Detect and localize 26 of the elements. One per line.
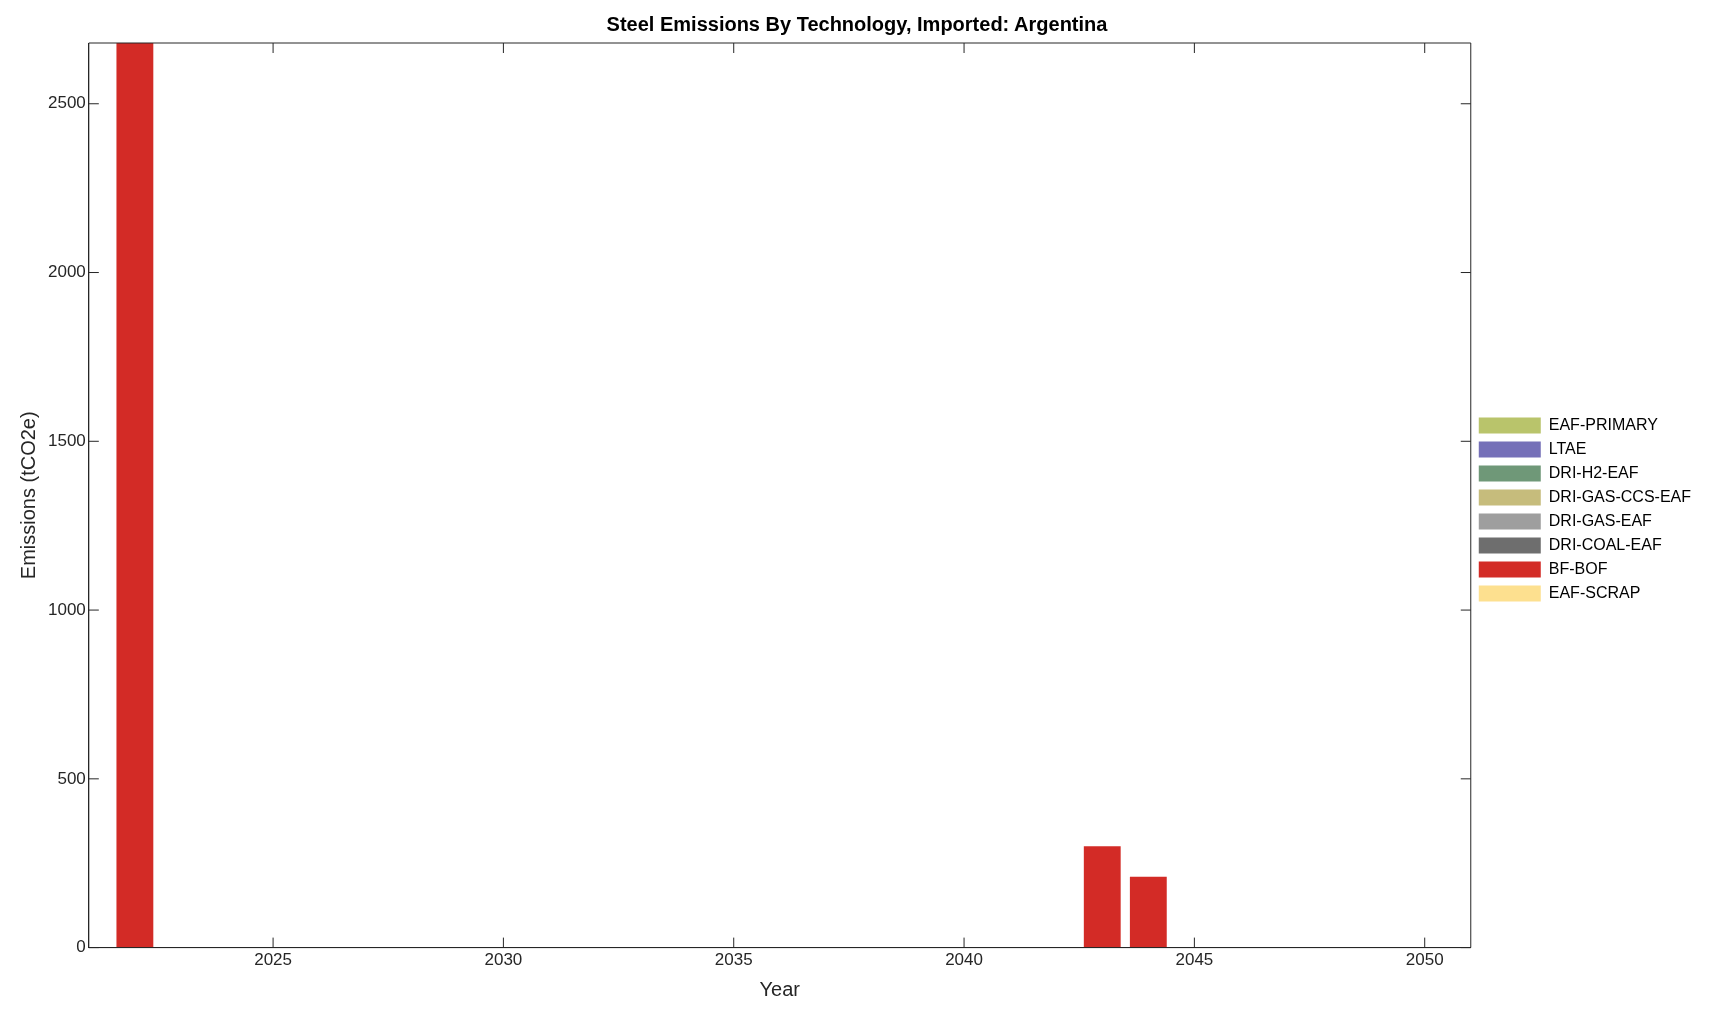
legend-label: DRI-GAS-CCS-EAF [1548,487,1692,505]
y-tick-label: 2500 [47,93,86,113]
bar [1129,876,1167,948]
x-axis-title: Year [759,977,801,1000]
y-tick-label: 1000 [47,599,86,619]
legend-label: LTAE [1548,439,1587,457]
bar [1083,846,1121,948]
legend-label: DRI-GAS-EAF [1548,511,1653,529]
y-tick-label: 1500 [47,430,86,450]
x-tick-label: 2030 [484,950,523,970]
chart-title: Steel Emissions By Technology, Imported: Argentina [606,12,1109,35]
legend-label: EAF-PRIMARY [1548,415,1659,433]
bar [116,43,154,948]
y-tick-label: 500 [57,768,86,788]
x-tick-label: 2040 [945,950,983,970]
x-tick-label: 2045 [1175,950,1214,970]
x-tick-label: 2035 [714,950,753,970]
y-tick-label: 2000 [47,262,86,282]
y-tick-label: 0 [76,937,86,957]
x-tick-label: 2050 [1405,950,1444,970]
legend-label: DRI-H2-EAF [1548,463,1639,481]
legend-label: EAF-SCRAP [1548,583,1641,601]
y-axis-title: Emissions (tCO2e) [16,411,39,580]
legend-label: DRI-COAL-EAF [1548,535,1662,553]
x-tick-label: 2025 [254,950,292,970]
legend-label: BF-BOF [1548,559,1608,577]
